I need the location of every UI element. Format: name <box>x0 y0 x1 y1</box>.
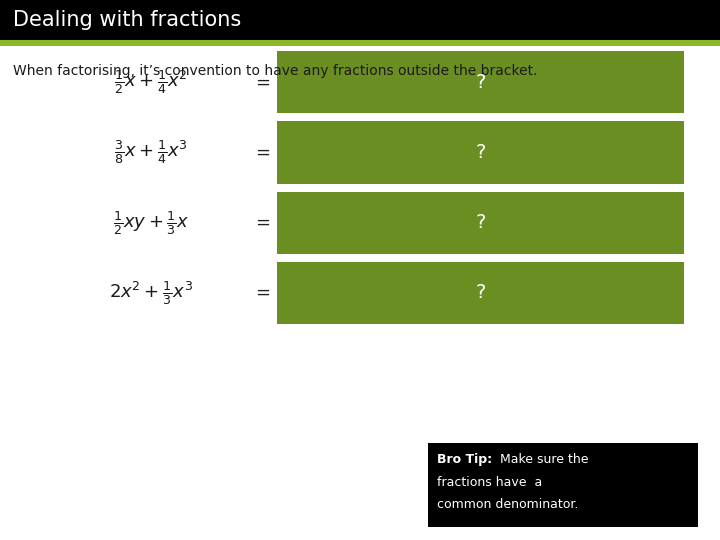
Text: =: = <box>256 284 270 302</box>
Text: ?: ? <box>475 213 486 232</box>
Text: fractions have  a: fractions have a <box>437 476 542 489</box>
Text: ?: ? <box>475 143 486 162</box>
Text: $\frac{3}{8}x + \frac{1}{4}x^3$: $\frac{3}{8}x + \frac{1}{4}x^3$ <box>114 139 188 166</box>
Text: $\frac{1}{2}xy + \frac{1}{3}x$: $\frac{1}{2}xy + \frac{1}{3}x$ <box>113 209 189 237</box>
Bar <box>277 122 684 184</box>
Text: $2x^2 + \frac{1}{3}x^3$: $2x^2 + \frac{1}{3}x^3$ <box>109 279 193 307</box>
Text: common denominator.: common denominator. <box>437 498 578 511</box>
Text: =: = <box>256 73 270 91</box>
Text: Bro Tip:: Bro Tip: <box>437 453 492 466</box>
Text: ?: ? <box>475 284 486 302</box>
Bar <box>0 0 720 40</box>
Text: When factorising, it’s convention to have any fractions outside the bracket.: When factorising, it’s convention to hav… <box>13 64 537 78</box>
Text: Make sure the: Make sure the <box>500 453 589 466</box>
Text: =: = <box>256 214 270 232</box>
Text: Dealing with fractions: Dealing with fractions <box>13 10 241 30</box>
Text: ?: ? <box>475 73 486 92</box>
Bar <box>277 51 684 113</box>
Bar <box>0 40 720 46</box>
Text: =: = <box>256 144 270 161</box>
Bar <box>277 262 684 324</box>
Text: $\frac{1}{2}x + \frac{1}{4}x^2$: $\frac{1}{2}x + \frac{1}{4}x^2$ <box>114 69 188 96</box>
Bar <box>277 192 684 254</box>
Bar <box>428 443 698 526</box>
